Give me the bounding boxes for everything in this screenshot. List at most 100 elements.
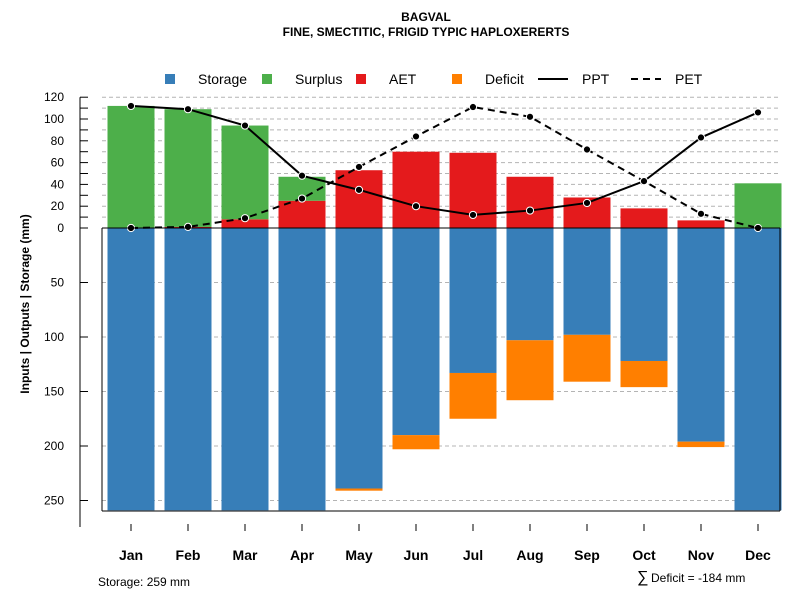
pet-point: [696, 209, 706, 218]
storage-bar: [677, 228, 725, 442]
x-tick-label: Feb: [176, 547, 201, 563]
y-tick-label: 100: [44, 330, 64, 344]
x-tick-label: Aug: [516, 547, 543, 563]
y-tick-label: 0: [57, 221, 64, 235]
ppt-point: [183, 105, 193, 114]
y-tick-label: 100: [44, 112, 64, 126]
x-tick-label: Jan: [119, 547, 143, 563]
storage-bar: [506, 228, 554, 341]
aet-bar: [335, 170, 383, 228]
ppt-point: [753, 108, 763, 117]
storage-bar: [620, 228, 668, 361]
ppt-point: [126, 101, 136, 111]
ppt-point: [582, 198, 592, 208]
pet-point: [468, 102, 478, 112]
legend-swatch-storage: [165, 74, 175, 84]
legend-label-pet: PET: [675, 71, 703, 87]
deficit-bar: [677, 441, 725, 448]
surplus-bar: [107, 105, 155, 228]
deficit-bar: [449, 372, 497, 419]
deficit-bar: [563, 334, 611, 382]
x-tick-label: Nov: [688, 547, 715, 563]
ppt-line: [130, 104, 759, 216]
storage-bar: [221, 228, 269, 511]
chart-subtitle: FINE, SMECTITIC, FRIGID TYPIC HAPLOXERER…: [283, 25, 570, 39]
aet-bar: [506, 176, 554, 228]
aet-bar: [677, 220, 725, 228]
x-tick-label: Mar: [233, 547, 258, 563]
storage-bar: [278, 228, 326, 511]
deficit-bar: [506, 340, 554, 401]
aet-bar: [392, 151, 440, 228]
storage-bar: [392, 228, 440, 436]
pet-point: [525, 112, 535, 121]
y-tick-label: 20: [51, 199, 65, 213]
deficit-bar: [392, 435, 440, 450]
y-tick-label: 60: [51, 156, 65, 170]
pet-point: [297, 194, 307, 203]
legend-label-storage: Storage: [198, 71, 247, 87]
x-tick-label: Oct: [632, 547, 656, 563]
storage-bar: [164, 228, 212, 511]
legend-swatch-deficit: [452, 74, 462, 84]
aet-bar: [221, 219, 269, 228]
storage-bar: [335, 228, 383, 489]
axes: 0 20 40 60 80 100 120 50 100 150 200 250 Jan Feb Mar Ap…: [44, 90, 781, 563]
deficit-footnote: Deficit = -184 mm: [651, 571, 745, 585]
y-tick-label: 150: [44, 385, 64, 399]
ppt-point: [240, 121, 250, 130]
ppt-point: [411, 202, 421, 211]
deficit-bar: [335, 488, 383, 491]
legend-label-aet: AET: [389, 71, 417, 87]
legend-label-ppt: PPT: [582, 71, 610, 87]
pet-line: [130, 105, 759, 229]
ppt-point: [525, 206, 535, 215]
ppt-point: [354, 185, 364, 194]
pet-point: [240, 214, 250, 223]
ppt-point: [639, 177, 649, 186]
storage-bar: [734, 228, 782, 511]
x-tick-label: May: [345, 547, 372, 563]
storage-bar: [107, 228, 155, 511]
legend-label-deficit: Deficit: [485, 71, 524, 87]
x-tick-label: Dec: [745, 547, 771, 563]
pet-point: [183, 222, 193, 232]
y-tick-label: 80: [51, 134, 65, 148]
aet-bar: [278, 200, 326, 228]
surplus-bar: [164, 109, 212, 227]
y-tick-label: 40: [51, 177, 65, 191]
x-tick-label: Sep: [574, 547, 600, 563]
y-axis-label: Inputs | Outputs | Storage (mm): [18, 214, 32, 393]
legend-swatch-aet: [356, 74, 366, 84]
x-tick-label: Jun: [404, 547, 429, 563]
storage-footnote: Storage: 259 mm: [98, 575, 190, 589]
storage-bar: [563, 228, 611, 335]
y-tick-label: 120: [44, 90, 64, 104]
chart-title: BAGVAL: [401, 10, 451, 24]
pet-point: [354, 162, 364, 172]
pet-point: [582, 145, 592, 154]
lines: [126, 101, 763, 233]
pet-point: [411, 132, 421, 141]
y-tick-label: 50: [51, 276, 65, 290]
ppt-point: [468, 210, 478, 220]
x-tick-label: Jul: [463, 547, 483, 563]
surplus-bar: [221, 125, 269, 220]
surplus-bar: [734, 183, 782, 228]
surplus-bar: [278, 176, 326, 201]
y-tick-label: 250: [44, 494, 64, 508]
ppt-point: [696, 133, 706, 142]
aet-bar: [620, 208, 668, 228]
x-tick-label: Apr: [290, 547, 315, 563]
bars: [107, 105, 782, 511]
deficit-bar: [620, 360, 668, 388]
legend-label-surplus: Surplus: [295, 71, 342, 87]
legend-swatch-surplus: [262, 74, 272, 84]
storage-bar: [449, 228, 497, 373]
sigma-symbol: ∑: [637, 569, 648, 586]
legend: Storage Surplus AET Deficit PPT PET: [165, 71, 703, 87]
ppt-point: [297, 171, 307, 180]
gridlines: [102, 96, 780, 501]
y-tick-label: 200: [44, 439, 64, 453]
